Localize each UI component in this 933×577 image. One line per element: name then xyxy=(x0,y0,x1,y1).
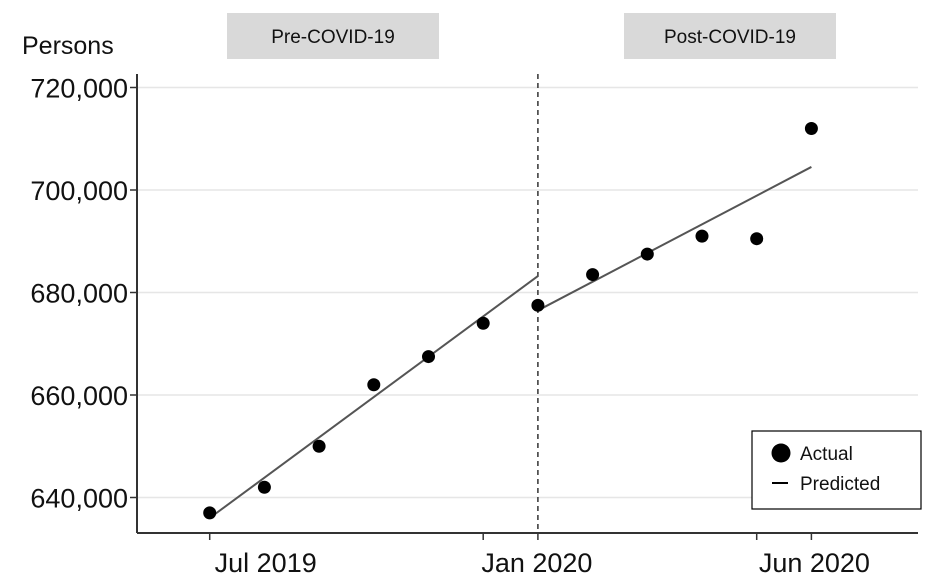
actual-points xyxy=(203,122,818,520)
actual-point xyxy=(257,480,271,494)
actual-point xyxy=(476,316,490,330)
axes: 640,000 660,000 680,000 700,000 720,000 Jul 2… xyxy=(30,74,918,577)
actual-point xyxy=(531,298,545,312)
period-labels: Pre-COVID-19 Post-COVID-19 xyxy=(227,13,836,59)
period-box xyxy=(227,13,439,59)
legend-label: Predicted xyxy=(800,474,880,495)
actual-point xyxy=(750,232,764,246)
y-tick-label: 720,000 xyxy=(30,74,128,104)
actual-point xyxy=(422,350,435,364)
y-tick-label: 700,000 xyxy=(30,176,128,206)
period-box xyxy=(624,13,836,59)
period-label: Pre-COVID-19 xyxy=(271,27,395,48)
period-label: Post-COVID-19 xyxy=(664,27,796,48)
y-tick-label: 660,000 xyxy=(30,381,128,411)
x-tick-label: Jul 2019 xyxy=(215,548,317,577)
predicted-lines xyxy=(209,74,812,533)
legend-dot-symbol xyxy=(771,443,791,463)
actual-point xyxy=(695,229,709,243)
legend-box xyxy=(751,430,922,510)
y-axis-unit-label: Persons xyxy=(22,32,114,60)
legend-label: Actual xyxy=(800,444,853,465)
actual-point xyxy=(804,122,818,135)
x-tick-label: Jun 2020 xyxy=(759,548,870,577)
legend: Actual Predicted xyxy=(751,430,922,510)
actual-point xyxy=(203,506,217,520)
actual-point xyxy=(640,247,654,261)
y-tick-label: 680,000 xyxy=(30,279,128,309)
actual-point xyxy=(312,439,326,453)
actual-point xyxy=(367,378,381,392)
predicted-segment xyxy=(209,275,539,519)
predicted-segment xyxy=(537,166,812,312)
y-tick-label: 640,000 xyxy=(30,484,128,514)
actual-point xyxy=(586,268,600,282)
x-tick-label: Jan 2020 xyxy=(481,548,592,577)
